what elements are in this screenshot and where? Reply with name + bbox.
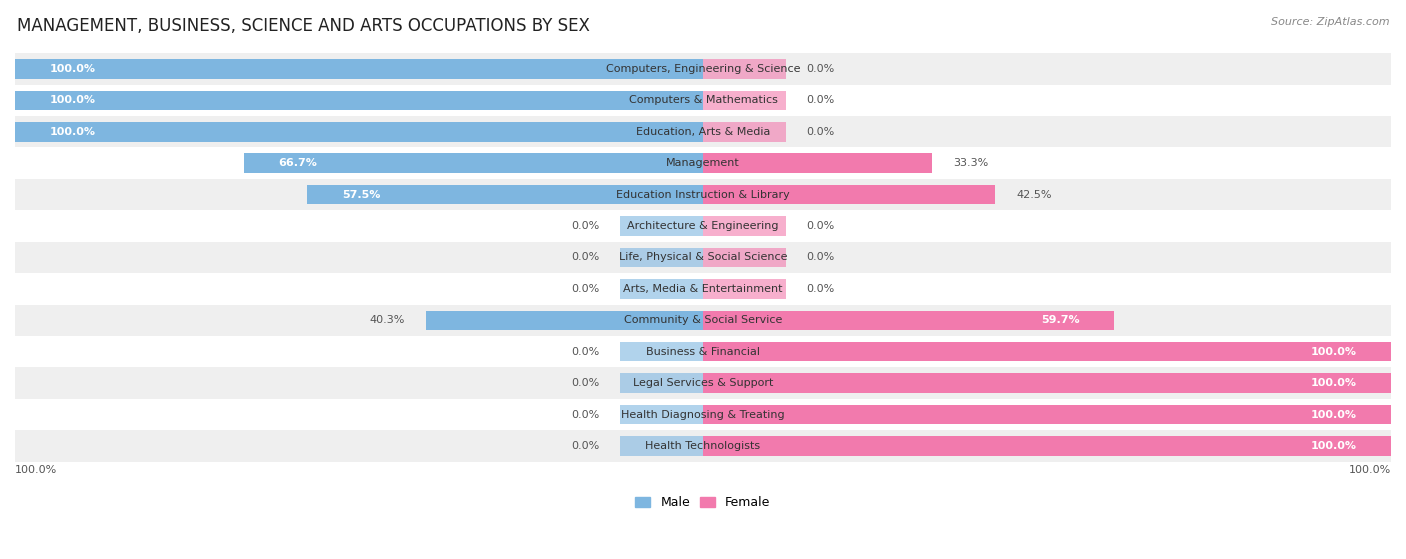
Text: 59.7%: 59.7%	[1040, 315, 1080, 325]
Bar	[15, 91, 703, 110]
Bar	[703, 59, 786, 79]
Text: 0.0%: 0.0%	[572, 284, 600, 294]
Text: Education, Arts & Media: Education, Arts & Media	[636, 127, 770, 137]
Bar	[703, 122, 786, 141]
Bar	[703, 248, 786, 267]
Text: 42.5%: 42.5%	[1017, 190, 1052, 200]
Bar	[703, 436, 1391, 456]
Bar	[620, 342, 703, 362]
Text: 0.0%: 0.0%	[572, 441, 600, 451]
Text: 57.5%: 57.5%	[342, 190, 380, 200]
Text: 100.0%: 100.0%	[1310, 441, 1357, 451]
Text: 100.0%: 100.0%	[15, 466, 58, 475]
Text: 0.0%: 0.0%	[572, 410, 600, 419]
Bar	[15, 59, 703, 79]
Bar	[620, 436, 703, 456]
Text: 100.0%: 100.0%	[49, 127, 96, 137]
Text: 0.0%: 0.0%	[806, 127, 834, 137]
Bar	[426, 311, 703, 330]
Text: Business & Financial: Business & Financial	[645, 347, 761, 357]
Bar	[15, 148, 1391, 179]
Text: Management: Management	[666, 158, 740, 168]
Bar	[620, 279, 703, 299]
Text: 40.3%: 40.3%	[370, 315, 405, 325]
Text: Community & Social Service: Community & Social Service	[624, 315, 782, 325]
Bar	[703, 216, 786, 236]
Text: Legal Services & Support: Legal Services & Support	[633, 378, 773, 388]
Bar	[15, 84, 1391, 116]
Bar	[308, 185, 703, 205]
Bar	[15, 122, 703, 141]
Text: Education Instruction & Library: Education Instruction & Library	[616, 190, 790, 200]
Text: Arts, Media & Entertainment: Arts, Media & Entertainment	[623, 284, 783, 294]
Text: 0.0%: 0.0%	[572, 253, 600, 262]
Text: Architecture & Engineering: Architecture & Engineering	[627, 221, 779, 231]
Text: 100.0%: 100.0%	[1310, 378, 1357, 388]
Bar	[15, 367, 1391, 399]
Bar	[15, 273, 1391, 305]
Text: 100.0%: 100.0%	[1310, 347, 1357, 357]
Text: Life, Physical & Social Science: Life, Physical & Social Science	[619, 253, 787, 262]
Bar	[703, 405, 1391, 424]
Text: Health Technologists: Health Technologists	[645, 441, 761, 451]
Text: 0.0%: 0.0%	[806, 253, 834, 262]
Bar	[703, 311, 1114, 330]
Text: 66.7%: 66.7%	[278, 158, 318, 168]
Bar	[15, 399, 1391, 430]
Text: 100.0%: 100.0%	[1348, 466, 1391, 475]
Bar	[15, 241, 1391, 273]
Bar	[15, 210, 1391, 241]
Text: 100.0%: 100.0%	[49, 96, 96, 106]
Bar	[620, 248, 703, 267]
Bar	[703, 342, 1391, 362]
Bar	[703, 373, 1391, 393]
Text: 0.0%: 0.0%	[806, 284, 834, 294]
Bar	[15, 116, 1391, 148]
Bar	[703, 185, 995, 205]
Text: Computers, Engineering & Science: Computers, Engineering & Science	[606, 64, 800, 74]
Bar	[620, 373, 703, 393]
Text: 0.0%: 0.0%	[806, 221, 834, 231]
Text: 0.0%: 0.0%	[806, 64, 834, 74]
Bar	[703, 91, 786, 110]
Text: 100.0%: 100.0%	[1310, 410, 1357, 419]
Bar	[15, 305, 1391, 336]
Bar	[245, 154, 703, 173]
Text: 100.0%: 100.0%	[49, 64, 96, 74]
Bar	[15, 53, 1391, 84]
Text: MANAGEMENT, BUSINESS, SCIENCE AND ARTS OCCUPATIONS BY SEX: MANAGEMENT, BUSINESS, SCIENCE AND ARTS O…	[17, 17, 589, 35]
Bar	[15, 336, 1391, 367]
Text: Source: ZipAtlas.com: Source: ZipAtlas.com	[1271, 17, 1389, 27]
Text: Computers & Mathematics: Computers & Mathematics	[628, 96, 778, 106]
Text: 0.0%: 0.0%	[572, 378, 600, 388]
Text: 33.3%: 33.3%	[953, 158, 988, 168]
Legend: Male, Female: Male, Female	[630, 491, 776, 514]
Bar	[15, 179, 1391, 210]
Bar	[15, 430, 1391, 462]
Text: Health Diagnosing & Treating: Health Diagnosing & Treating	[621, 410, 785, 419]
Text: 0.0%: 0.0%	[572, 347, 600, 357]
Bar	[620, 405, 703, 424]
Bar	[703, 279, 786, 299]
Text: 0.0%: 0.0%	[806, 96, 834, 106]
Text: 0.0%: 0.0%	[572, 221, 600, 231]
Bar	[703, 154, 932, 173]
Bar	[620, 216, 703, 236]
